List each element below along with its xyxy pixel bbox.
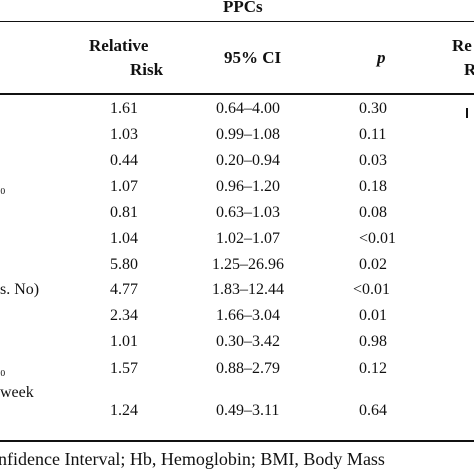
table-cell-p: 0.01 — [359, 307, 387, 324]
table-cell-p: 0.98 — [359, 333, 387, 350]
table-cell-p: 0.18 — [359, 178, 387, 195]
table-cell-ci: 0.96–1.20 — [216, 178, 280, 195]
table-cell-rr: 5.80 — [110, 256, 138, 273]
table-cell-rr: 2.34 — [110, 307, 138, 324]
table-cell-p: 0.11 — [359, 126, 387, 143]
table-cell-rr: 1.07 — [110, 178, 138, 195]
table-cell-p: 0.02 — [359, 256, 387, 273]
table-cell-rr: 1.03 — [110, 126, 138, 143]
bottom-rule — [0, 440, 474, 442]
table-cell-p: 0.64 — [359, 402, 387, 419]
table-cell-p: <0.01 — [359, 230, 397, 247]
table-cell-ci: 1.02–1.07 — [216, 230, 280, 247]
row-label-partial-4: ₀ — [0, 178, 6, 195]
table-cell-ci: 1.66–3.04 — [216, 307, 280, 324]
table-cell-p: 0.30 — [359, 100, 387, 117]
table-cell-rr: 1.01 — [110, 333, 138, 350]
table-cell-ci: 0.20–0.94 — [216, 152, 280, 169]
column-header-relative: Relative — [89, 36, 149, 55]
column-header-ci: 95% CI — [224, 48, 282, 67]
group-header-rule — [0, 21, 474, 22]
table-cell-rr: 4.77 — [110, 281, 138, 298]
table-cell-p: 0.03 — [359, 152, 387, 169]
table-cell-ci: 0.64–4.00 — [216, 100, 280, 117]
table-cell-p: 0.08 — [359, 204, 387, 221]
table-cell-p: <0.01 — [353, 281, 391, 298]
table-cell-rr: 1.04 — [110, 230, 138, 247]
table-footnote: nfidence Interval; Hb, Hemoglobin; BMI, … — [0, 449, 385, 469]
group-header-ppcs: PPCs — [223, 0, 263, 16]
table-cell-ci: 0.88–2.79 — [216, 360, 280, 377]
cut-column-fragment — [466, 108, 474, 118]
row-label-partial-8: s. No) — [0, 281, 40, 298]
table-cell-rr: 0.44 — [110, 152, 138, 169]
table-cell-p: 0.12 — [359, 360, 387, 377]
column-header-risk: Risk — [130, 60, 164, 79]
column-header-p: p — [377, 48, 386, 67]
table-cell-rr: 1.57 — [110, 360, 138, 377]
table-cell-rr: 1.24 — [110, 402, 138, 419]
column-header-cut-1: Re — [452, 36, 472, 55]
column-header-cut-2: R — [464, 60, 474, 79]
table-cell-rr: 0.81 — [110, 204, 138, 221]
table-cell-ci: 0.49–3.11 — [216, 402, 280, 419]
table-cell-rr: 1.61 — [110, 100, 138, 117]
table-cell-ci: 0.99–1.08 — [216, 126, 280, 143]
table-cell-ci: 0.63–1.03 — [216, 204, 280, 221]
row-label-partial-11: ₀ — [0, 360, 6, 377]
table-cell-ci: 1.83–12.44 — [212, 281, 284, 298]
row-label-partial-12: week — [0, 384, 34, 401]
table-cell-ci: 1.25–26.96 — [212, 256, 284, 273]
table-cell-ci: 0.30–3.42 — [216, 333, 280, 350]
header-rule — [0, 93, 474, 95]
